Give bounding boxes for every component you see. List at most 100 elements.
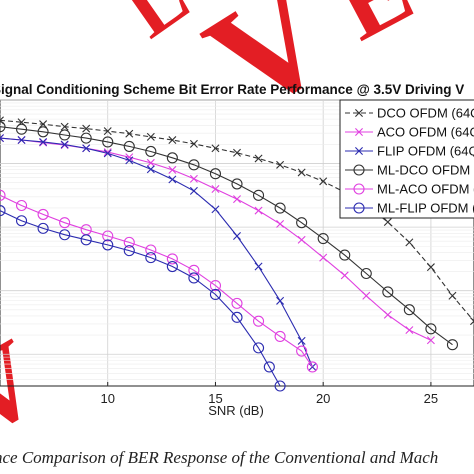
x-ticks: 10 15 20 25 <box>100 382 438 406</box>
data-point <box>103 149 112 158</box>
data-point <box>209 168 222 180</box>
data-point <box>426 336 435 345</box>
legend-marker <box>355 128 363 136</box>
data-point <box>274 380 286 392</box>
data-point <box>59 229 71 241</box>
data-point <box>0 121 6 133</box>
data-point <box>263 361 275 373</box>
data-point <box>188 264 200 276</box>
series-line <box>0 194 313 368</box>
data-point <box>166 253 178 265</box>
data-point <box>168 136 177 145</box>
data-point <box>189 174 198 183</box>
data-point <box>296 217 308 229</box>
legend-entry: ML-FLIP OFDM (6 <box>345 201 474 216</box>
legend-label: ACO OFDM (64Q <box>377 125 474 140</box>
series-4 <box>0 121 459 351</box>
data-point <box>125 129 134 138</box>
data-point <box>37 222 49 234</box>
x-tick-label: 10 <box>100 391 114 406</box>
data-point <box>383 218 392 227</box>
data-point <box>362 291 371 300</box>
data-point <box>405 326 414 335</box>
data-point <box>37 208 49 220</box>
data-point <box>189 139 198 148</box>
data-point <box>39 120 48 129</box>
data-point <box>211 205 220 214</box>
data-point <box>319 177 328 186</box>
series-line <box>0 119 474 322</box>
data-point <box>233 148 241 157</box>
data-point <box>15 199 28 212</box>
legend-entry: FLIP OFDM (64Q <box>345 144 474 159</box>
data-point <box>82 124 91 133</box>
data-point <box>189 186 198 195</box>
data-point <box>166 152 178 164</box>
data-point <box>296 345 308 357</box>
data-point <box>297 168 306 177</box>
data-point <box>59 217 71 229</box>
data-point <box>123 140 135 152</box>
legend: DCO OFDM (64Q ACO OFDM (64Q FLIP OFDM (64Q… <box>339 99 474 219</box>
data-point <box>209 280 222 292</box>
data-point <box>339 249 351 261</box>
x-tick-label: 15 <box>208 391 222 406</box>
data-point <box>145 145 157 158</box>
data-point <box>274 330 286 342</box>
data-point <box>297 235 306 244</box>
legend-marker <box>353 202 365 214</box>
series-line <box>0 210 281 387</box>
data-point <box>102 230 114 242</box>
data-point <box>425 323 437 335</box>
data-point <box>146 165 155 174</box>
data-point <box>231 297 243 309</box>
data-point <box>252 189 265 201</box>
data-point <box>446 339 459 351</box>
x-tick-label: 25 <box>424 391 438 406</box>
data-point <box>17 136 26 145</box>
data-point <box>103 127 112 136</box>
data-point <box>448 291 457 300</box>
data-point <box>146 132 155 141</box>
x-axis-label: SNR (dB) <box>208 403 264 418</box>
data-point <box>231 311 243 323</box>
chart-title: Signal Conditioning Scheme Bit Error Rat… <box>0 82 464 97</box>
series-group <box>0 116 474 392</box>
data-point <box>252 342 265 354</box>
data-point <box>146 158 155 167</box>
data-point <box>209 288 222 301</box>
data-point <box>405 238 414 247</box>
legend-marker <box>355 147 363 155</box>
data-point <box>102 136 114 148</box>
data-point <box>233 232 241 240</box>
data-point <box>470 317 474 326</box>
data-point <box>254 154 263 163</box>
data-point <box>211 184 220 193</box>
legend-entry: ACO OFDM (64Q <box>345 125 474 140</box>
series-3 <box>0 134 317 371</box>
data-point <box>360 267 372 280</box>
data-point <box>308 362 317 371</box>
data-point <box>254 206 263 215</box>
data-point <box>0 134 4 143</box>
watermark-letter: V <box>180 0 360 146</box>
legend-entry: ML-ACO OFDM (6 <box>345 182 474 197</box>
data-point <box>166 260 178 273</box>
data-point <box>123 236 135 248</box>
data-point <box>168 165 177 174</box>
data-point <box>123 245 135 257</box>
data-point <box>254 262 263 271</box>
legend-label: ML-DCO OFDM (6 <box>377 163 474 178</box>
data-point <box>0 205 6 217</box>
legend-label: FLIP OFDM (64Q <box>377 144 474 159</box>
data-point <box>82 144 91 153</box>
legend-entry: ML-DCO OFDM (6 <box>345 163 474 178</box>
data-point <box>145 244 157 256</box>
data-point <box>168 175 177 184</box>
data-point <box>211 144 220 153</box>
data-point <box>15 215 28 227</box>
data-point <box>306 361 318 373</box>
data-point <box>319 253 328 262</box>
data-point <box>252 315 265 327</box>
